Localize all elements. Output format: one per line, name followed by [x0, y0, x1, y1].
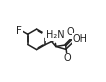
Text: OH: OH: [72, 34, 87, 44]
Text: O: O: [67, 27, 74, 37]
Text: H₂N: H₂N: [46, 30, 64, 40]
Text: F: F: [16, 26, 22, 36]
Text: O: O: [63, 53, 71, 63]
